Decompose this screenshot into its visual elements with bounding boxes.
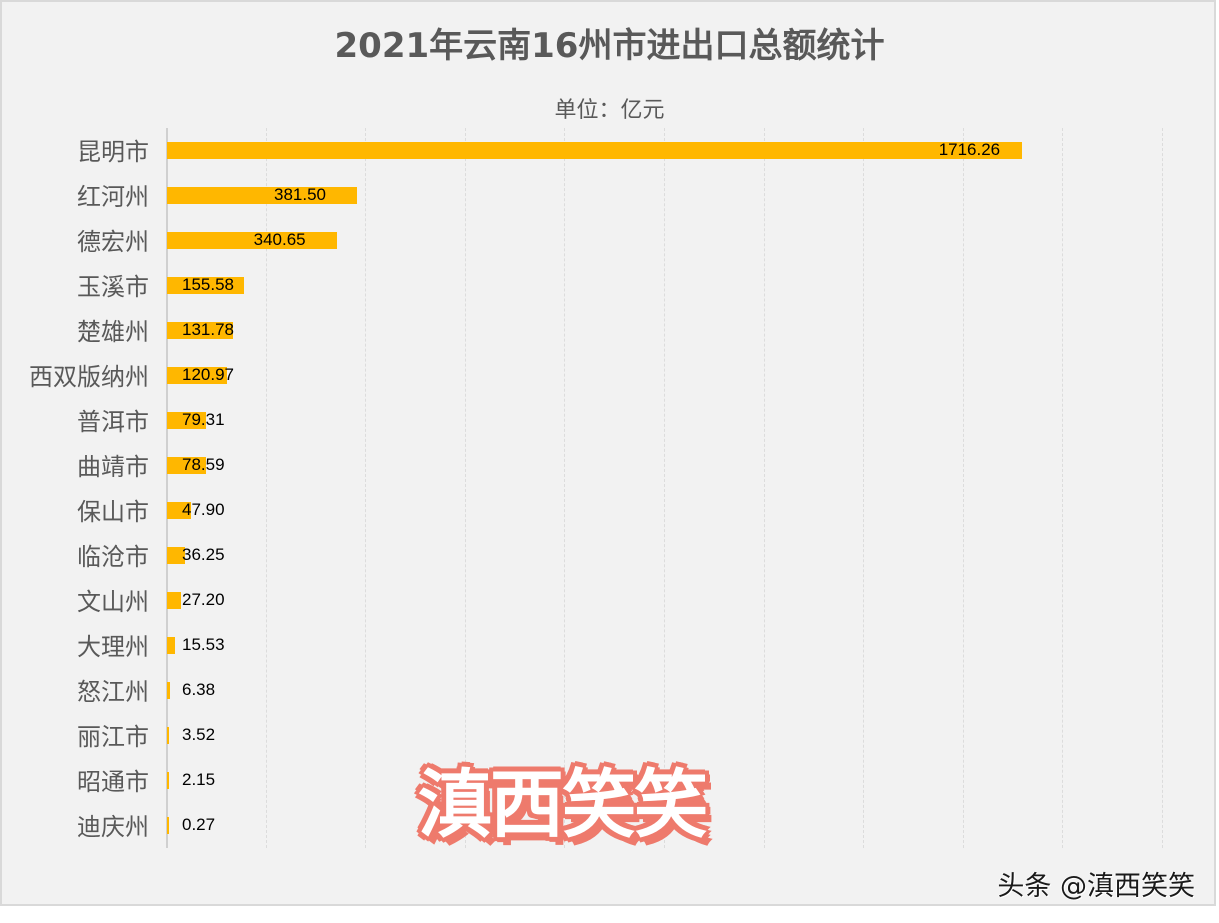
bar-row: 保山市 47.90 bbox=[77, 488, 1162, 533]
category-label: 文山州 bbox=[77, 588, 149, 616]
bar-row: 昭通市 2.15 bbox=[77, 758, 1162, 803]
value-label: 15.53 bbox=[182, 635, 225, 654]
value-label: 6.38 bbox=[182, 680, 216, 699]
plot-area: 昆明市 1716.26 红河州 381.50 德宏州 340.65 玉溪市 155.58 楚雄州… bbox=[29, 128, 1163, 848]
value-label: 3.52 bbox=[182, 725, 216, 744]
bar-row: 丽江市 3.52 bbox=[77, 713, 1162, 758]
watermark-logo: 滇西笑笑 bbox=[418, 762, 708, 848]
bar bbox=[167, 322, 233, 339]
bar bbox=[167, 412, 207, 429]
category-label: 红河州 bbox=[77, 183, 149, 211]
category-axis-line bbox=[166, 128, 168, 848]
category-label: 楚雄州 bbox=[77, 318, 149, 346]
category-label: 德宏州 bbox=[77, 228, 149, 256]
value-label: 155.58 bbox=[182, 275, 234, 294]
category-label: 昭通市 bbox=[77, 768, 149, 796]
chart-subtitle: 单位：亿元 bbox=[554, 98, 665, 123]
bar-row: 昆明市 1716.26 bbox=[77, 128, 1162, 173]
bar bbox=[167, 367, 228, 384]
bar-row: 红河州 381.50 bbox=[77, 173, 1162, 218]
gridline bbox=[664, 128, 665, 848]
category-label: 玉溪市 bbox=[77, 273, 149, 301]
gridline bbox=[863, 128, 864, 848]
value-label: 27.20 bbox=[182, 590, 225, 609]
value-label: 79.31 bbox=[182, 410, 225, 429]
gridline bbox=[266, 128, 267, 848]
value-label: 120.97 bbox=[182, 365, 234, 384]
bar bbox=[167, 187, 357, 204]
bar-row: 怒江州 6.38 bbox=[77, 668, 1162, 713]
value-label: 36.25 bbox=[182, 545, 225, 564]
bar-row: 大理州 15.53 bbox=[77, 623, 1162, 668]
gridline bbox=[963, 128, 964, 848]
category-label: 丽江市 bbox=[77, 723, 149, 751]
category-label: 普洱市 bbox=[77, 408, 149, 436]
bar-row: 楚雄州 131.78 bbox=[77, 308, 1162, 353]
bar bbox=[167, 457, 207, 474]
value-label: 1716.26 bbox=[938, 140, 1001, 159]
value-label: 340.65 bbox=[253, 230, 306, 249]
bar bbox=[167, 817, 169, 834]
bar-row: 曲靖市 78.59 bbox=[77, 443, 1162, 488]
value-label: 0.27 bbox=[182, 815, 216, 834]
bar bbox=[167, 142, 1022, 159]
bar-row: 玉溪市 155.58 bbox=[77, 263, 1162, 308]
bar bbox=[167, 232, 337, 249]
category-label: 迪庆州 bbox=[77, 813, 149, 841]
category-label: 临沧市 bbox=[77, 543, 149, 571]
bar bbox=[167, 772, 169, 789]
value-label: 381.50 bbox=[273, 185, 326, 204]
gridline bbox=[564, 128, 565, 848]
bar bbox=[167, 502, 191, 519]
category-label: 大理州 bbox=[77, 633, 149, 661]
category-label: 西双版纳州 bbox=[29, 363, 149, 391]
bar bbox=[167, 682, 171, 699]
gridline bbox=[764, 128, 765, 848]
bar-row: 文山州 27.20 bbox=[77, 578, 1162, 623]
bar-row: 德宏州 340.65 bbox=[77, 218, 1162, 263]
gridline bbox=[1162, 128, 1163, 848]
value-label: 47.90 bbox=[182, 500, 225, 519]
gridline bbox=[1062, 128, 1063, 848]
bar-row: 普洱市 79.31 bbox=[77, 398, 1162, 443]
category-label: 保山市 bbox=[77, 498, 149, 526]
bar-row: 临沧市 36.25 bbox=[77, 533, 1162, 578]
value-label: 78.59 bbox=[182, 455, 225, 474]
bar bbox=[167, 727, 169, 744]
value-label: 131.78 bbox=[182, 320, 234, 339]
bar-row: 迪庆州 0.27 bbox=[77, 803, 1162, 848]
category-label: 怒江州 bbox=[77, 678, 149, 706]
category-label: 昆明市 bbox=[77, 138, 149, 166]
bar bbox=[167, 547, 186, 564]
chart-title: 2021年云南16州市进出口总额统计 bbox=[334, 26, 885, 66]
bar-row: 西双版纳州 120.97 bbox=[29, 353, 1162, 398]
value-label: 2.15 bbox=[182, 770, 216, 789]
bar bbox=[167, 277, 245, 294]
category-label: 曲靖市 bbox=[77, 453, 149, 481]
gridline bbox=[465, 128, 466, 848]
gridline bbox=[365, 128, 366, 848]
bar bbox=[167, 637, 175, 654]
bar bbox=[167, 592, 181, 609]
source-credit: 头条 @滇西笑笑 bbox=[997, 871, 1195, 902]
